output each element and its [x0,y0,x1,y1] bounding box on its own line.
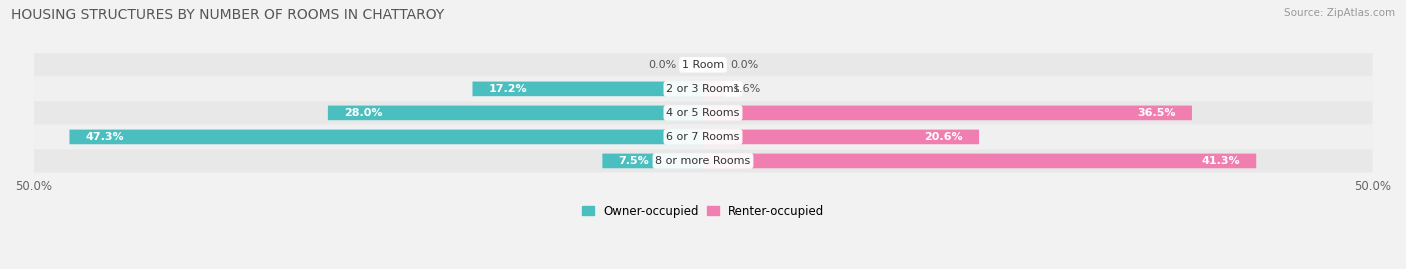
FancyBboxPatch shape [328,105,703,120]
FancyBboxPatch shape [34,149,1372,172]
Text: 8 or more Rooms: 8 or more Rooms [655,156,751,166]
FancyBboxPatch shape [703,82,724,96]
Text: 1.6%: 1.6% [733,84,761,94]
Text: 0.0%: 0.0% [730,60,758,70]
Text: 2 or 3 Rooms: 2 or 3 Rooms [666,84,740,94]
Text: HOUSING STRUCTURES BY NUMBER OF ROOMS IN CHATTAROY: HOUSING STRUCTURES BY NUMBER OF ROOMS IN… [11,8,444,22]
Legend: Owner-occupied, Renter-occupied: Owner-occupied, Renter-occupied [582,205,824,218]
FancyBboxPatch shape [34,53,1372,76]
Text: 36.5%: 36.5% [1137,108,1175,118]
FancyBboxPatch shape [34,125,1372,148]
FancyBboxPatch shape [703,105,1192,120]
FancyBboxPatch shape [602,154,703,168]
Text: 7.5%: 7.5% [619,156,650,166]
Text: 6 or 7 Rooms: 6 or 7 Rooms [666,132,740,142]
Text: 47.3%: 47.3% [86,132,124,142]
FancyBboxPatch shape [34,77,1372,100]
FancyBboxPatch shape [69,130,703,144]
Text: 1 Room: 1 Room [682,60,724,70]
Text: Source: ZipAtlas.com: Source: ZipAtlas.com [1284,8,1395,18]
Text: 20.6%: 20.6% [924,132,963,142]
FancyBboxPatch shape [34,101,1372,125]
Text: 41.3%: 41.3% [1201,156,1240,166]
Text: 17.2%: 17.2% [489,84,527,94]
FancyBboxPatch shape [703,154,1256,168]
FancyBboxPatch shape [703,130,979,144]
Text: 4 or 5 Rooms: 4 or 5 Rooms [666,108,740,118]
Text: 28.0%: 28.0% [344,108,382,118]
FancyBboxPatch shape [472,82,703,96]
Text: 0.0%: 0.0% [648,60,676,70]
